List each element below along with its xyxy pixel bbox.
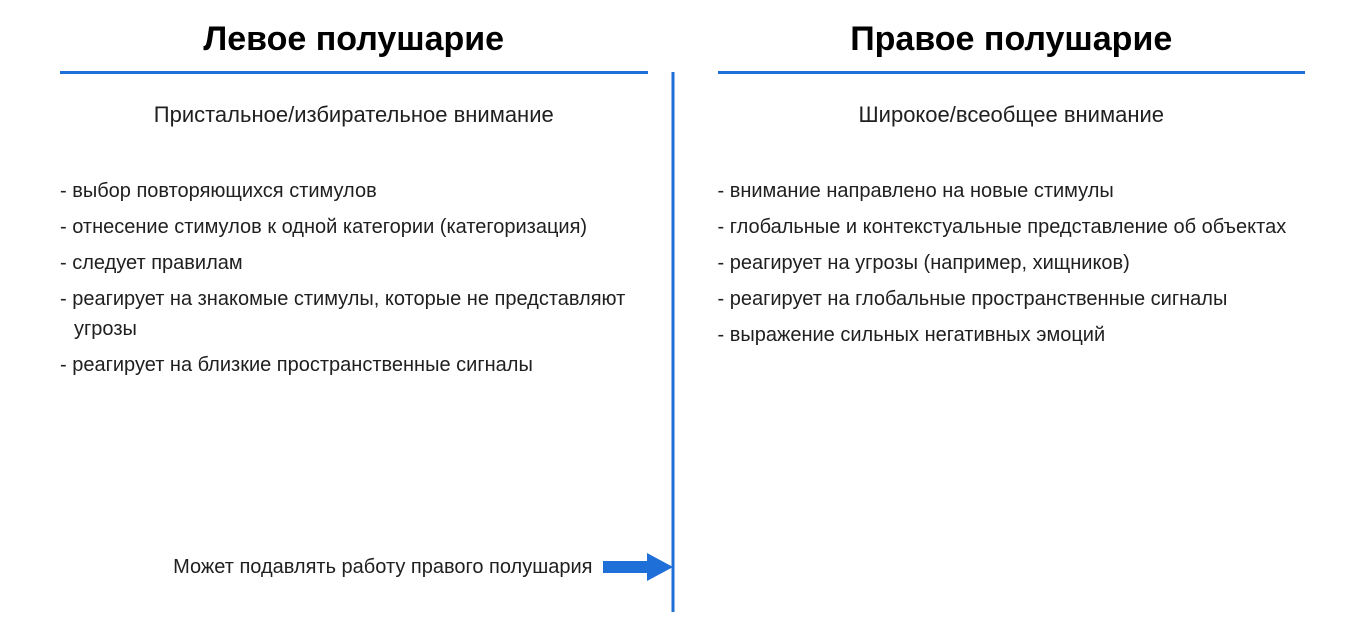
list-item: глобальные и контекстуальные представлен… bbox=[718, 212, 1306, 242]
comparison-diagram: Левое полушарие Пристальное/избирательно… bbox=[0, 0, 1345, 629]
vertical-divider bbox=[671, 72, 674, 612]
footer-text: Может подавлять работу правого полушария bbox=[173, 556, 592, 579]
list-item: реагирует на угрозы (например, хищников) bbox=[718, 248, 1306, 278]
right-column: Правое полушарие Широкое/всеобщее вниман… bbox=[678, 0, 1345, 629]
right-title: Правое полушарие bbox=[718, 20, 1306, 59]
list-item: реагирует на близкие пространственные си… bbox=[60, 350, 648, 380]
list-item: реагирует на глобальные пространственные… bbox=[718, 284, 1306, 314]
list-item: выбор повторяющихся стимулов bbox=[60, 176, 648, 206]
left-subtitle: Пристальное/избирательное внимание bbox=[60, 102, 648, 128]
right-subtitle: Широкое/всеобщее внимание bbox=[718, 102, 1306, 128]
list-item: реагирует на знакомые стимулы, которые н… bbox=[60, 284, 648, 344]
list-item: следует правилам bbox=[60, 248, 648, 278]
arrow-right-icon bbox=[603, 553, 673, 581]
footer-row: Может подавлять работу правого полушария bbox=[60, 553, 673, 581]
right-horizontal-line bbox=[718, 71, 1306, 74]
left-horizontal-line bbox=[60, 71, 648, 74]
list-item: отнесение стимулов к одной категории (ка… bbox=[60, 212, 648, 242]
left-bullet-list: выбор повторяющихся стимулов отнесение с… bbox=[60, 176, 648, 380]
right-bullet-list: внимание направлено на новые стимулы гло… bbox=[718, 176, 1306, 350]
list-item: выражение сильных негативных эмоций bbox=[718, 320, 1306, 350]
list-item: внимание направлено на новые стимулы bbox=[718, 176, 1306, 206]
left-column: Левое полушарие Пристальное/избирательно… bbox=[0, 0, 678, 629]
left-title: Левое полушарие bbox=[60, 20, 648, 59]
